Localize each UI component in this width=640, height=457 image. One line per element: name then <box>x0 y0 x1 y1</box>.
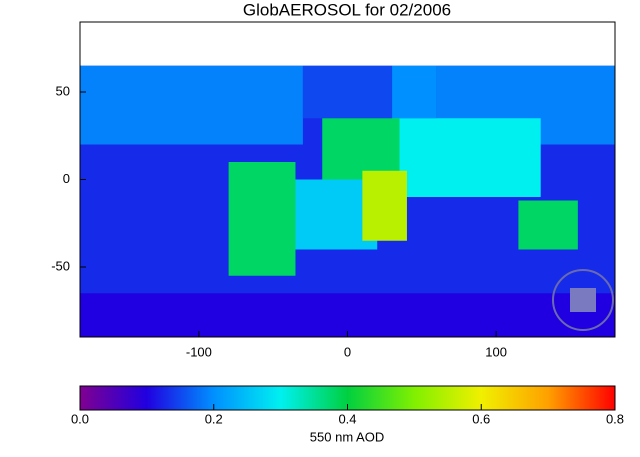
x-tick-label: -100 <box>186 344 212 359</box>
y-tick-label: 0 <box>63 171 70 186</box>
aod-region <box>322 118 400 180</box>
aod-region <box>228 162 296 276</box>
aod-region <box>518 200 578 250</box>
colorbar-tick-label: 0.8 <box>606 411 624 426</box>
map-title: GlobAEROSOL for 02/2006 <box>243 0 451 19</box>
aod-region <box>302 65 393 119</box>
aod-region <box>80 293 615 337</box>
x-tick-label: 0 <box>344 344 351 359</box>
aod-region <box>392 65 437 119</box>
y-tick-label: 50 <box>56 83 70 98</box>
colorbar-tick-label: 0.0 <box>71 411 89 426</box>
aod-region <box>362 170 407 241</box>
y-tick-label: -50 <box>51 258 70 273</box>
colorbar-tick-label: 0.6 <box>472 411 490 426</box>
aod-region <box>392 118 541 197</box>
aod-region <box>80 65 303 145</box>
aod-regions <box>80 65 615 337</box>
university-seal <box>552 269 614 331</box>
colorbar-label: 550 nm AOD <box>310 429 384 444</box>
colorbar-tick-label: 0.2 <box>205 411 223 426</box>
x-tick-label: 100 <box>485 344 507 359</box>
colorbar-tick-label: 0.4 <box>338 411 356 426</box>
